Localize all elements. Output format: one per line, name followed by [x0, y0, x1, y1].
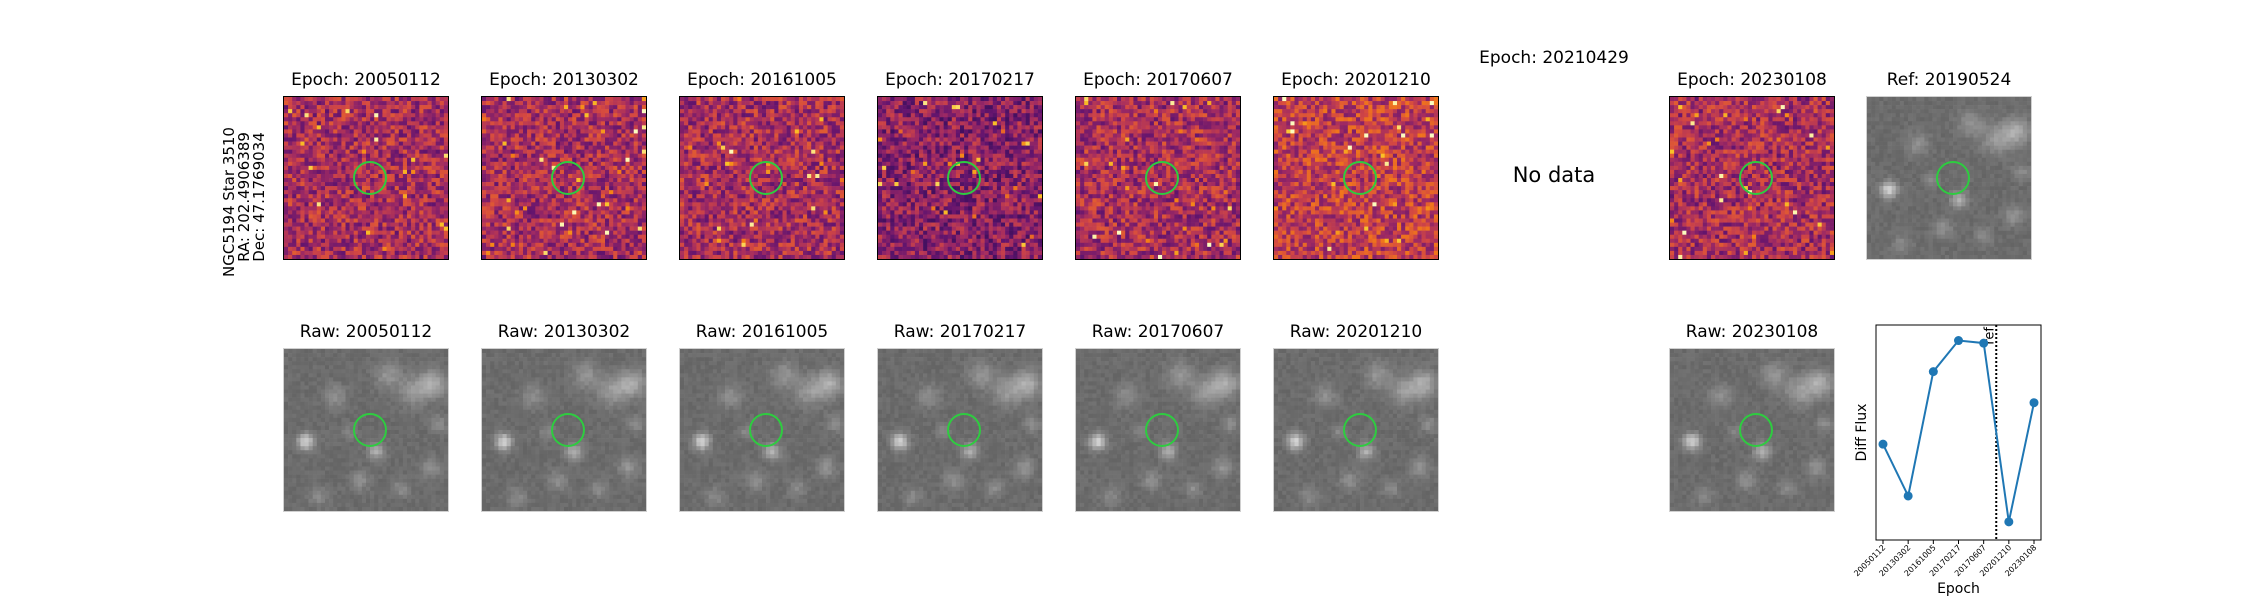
data-point	[1928, 367, 1938, 377]
pixel-grid	[680, 97, 844, 259]
raw-svg	[1076, 349, 1240, 511]
pixel-grid	[680, 349, 844, 511]
raw-title-6: Raw: 20230108	[1669, 322, 1835, 342]
diff-image-4	[1075, 96, 1241, 260]
raw-title-0: Raw: 20050112	[283, 322, 449, 342]
diff-svg	[284, 97, 448, 259]
diff-svg	[1076, 97, 1240, 259]
pixel-grid	[482, 97, 646, 259]
target-circle	[749, 161, 783, 195]
target-circle	[1739, 161, 1773, 195]
pixel-grid	[1670, 349, 1834, 511]
diff-image-0	[283, 96, 449, 260]
target-circle	[1145, 161, 1179, 195]
pixel-grid	[878, 349, 1042, 511]
data-point	[1878, 439, 1888, 449]
diff-title-6: Epoch: 20210429	[1471, 48, 1637, 68]
raw-svg	[1274, 349, 1438, 511]
raw-image-6	[1669, 348, 1835, 512]
raw-title-2: Raw: 20161005	[679, 322, 845, 342]
target-circle	[551, 413, 585, 447]
y-axis-label: Diff Flux	[1854, 404, 1870, 462]
raw-image-5	[1273, 348, 1439, 512]
ref-svg	[1867, 97, 2031, 259]
diff-title-4: Epoch: 20170607	[1075, 70, 1241, 90]
pixel-grid	[1274, 349, 1438, 511]
raw-image-4	[1075, 348, 1241, 512]
raw-svg	[284, 349, 448, 511]
star-label: NGC5194 Star 3510 RA: 202.4906389 Dec: 4…	[220, 107, 268, 277]
diff-title-3: Epoch: 20170217	[877, 70, 1043, 90]
ref-image	[1866, 96, 2032, 260]
raw-image-0	[283, 348, 449, 512]
ref-title: Ref: 20190524	[1866, 70, 2032, 90]
target-circle	[353, 161, 387, 195]
target-circle	[1343, 413, 1377, 447]
raw-svg	[680, 349, 844, 511]
pixel-grid	[1274, 97, 1438, 259]
data-point	[1954, 336, 1963, 346]
target-circle	[749, 413, 783, 447]
no-data-text: No data	[1471, 163, 1637, 187]
data-point	[1903, 491, 1913, 501]
target-circle	[1145, 413, 1179, 447]
diff-svg	[1670, 97, 1834, 259]
diff-title-1: Epoch: 20130302	[481, 70, 647, 90]
target-circle	[1936, 161, 1970, 195]
raw-svg	[482, 349, 646, 511]
x-axis-label: Epoch	[1937, 581, 1980, 597]
pixel-grid	[284, 349, 448, 511]
pixel-grid	[1076, 349, 1240, 511]
raw-image-2	[679, 348, 845, 512]
diff-svg	[878, 97, 1042, 259]
diff-title-0: Epoch: 20050112	[283, 70, 449, 90]
light-curve-chart: ref2005011220130302201610052017021720170…	[1852, 324, 2042, 597]
target-circle	[1739, 413, 1773, 447]
pixel-grid	[1867, 97, 2031, 259]
raw-svg	[878, 349, 1042, 511]
data-point	[2029, 398, 2039, 408]
diff-image-5	[1273, 96, 1439, 260]
raw-title-1: Raw: 20130302	[481, 322, 647, 342]
raw-title-4: Raw: 20170607	[1075, 322, 1241, 342]
raw-image-1	[481, 348, 647, 512]
diff-title-5: Epoch: 20201210	[1273, 70, 1439, 90]
data-point	[1979, 338, 1989, 348]
target-circle	[551, 161, 585, 195]
pixel-grid	[284, 97, 448, 259]
raw-title-3: Raw: 20170217	[877, 322, 1043, 342]
star-dec: Dec: 47.1769034	[250, 127, 268, 267]
target-circle	[1343, 161, 1377, 195]
pixel-grid	[878, 97, 1042, 259]
raw-title-5: Raw: 20201210	[1273, 322, 1439, 342]
target-circle	[353, 413, 387, 447]
pixel-grid	[1670, 97, 1834, 259]
pixel-grid	[1076, 97, 1240, 259]
diff-svg	[680, 97, 844, 259]
diff-image-2	[679, 96, 845, 260]
diff-title-2: Epoch: 20161005	[679, 70, 845, 90]
diff-image-3	[877, 96, 1043, 260]
diff-image-1	[481, 96, 647, 260]
target-circle	[947, 413, 981, 447]
raw-svg	[1670, 349, 1834, 511]
target-circle	[947, 161, 981, 195]
diff-svg	[1274, 97, 1438, 259]
data-point	[2004, 517, 2014, 527]
pixel-grid	[482, 349, 646, 511]
plot-frame	[1875, 324, 2042, 541]
diff-title-7: Epoch: 20230108	[1669, 70, 1835, 90]
diff-image-7	[1669, 96, 1835, 260]
raw-image-3	[877, 348, 1043, 512]
diff-svg	[482, 97, 646, 259]
